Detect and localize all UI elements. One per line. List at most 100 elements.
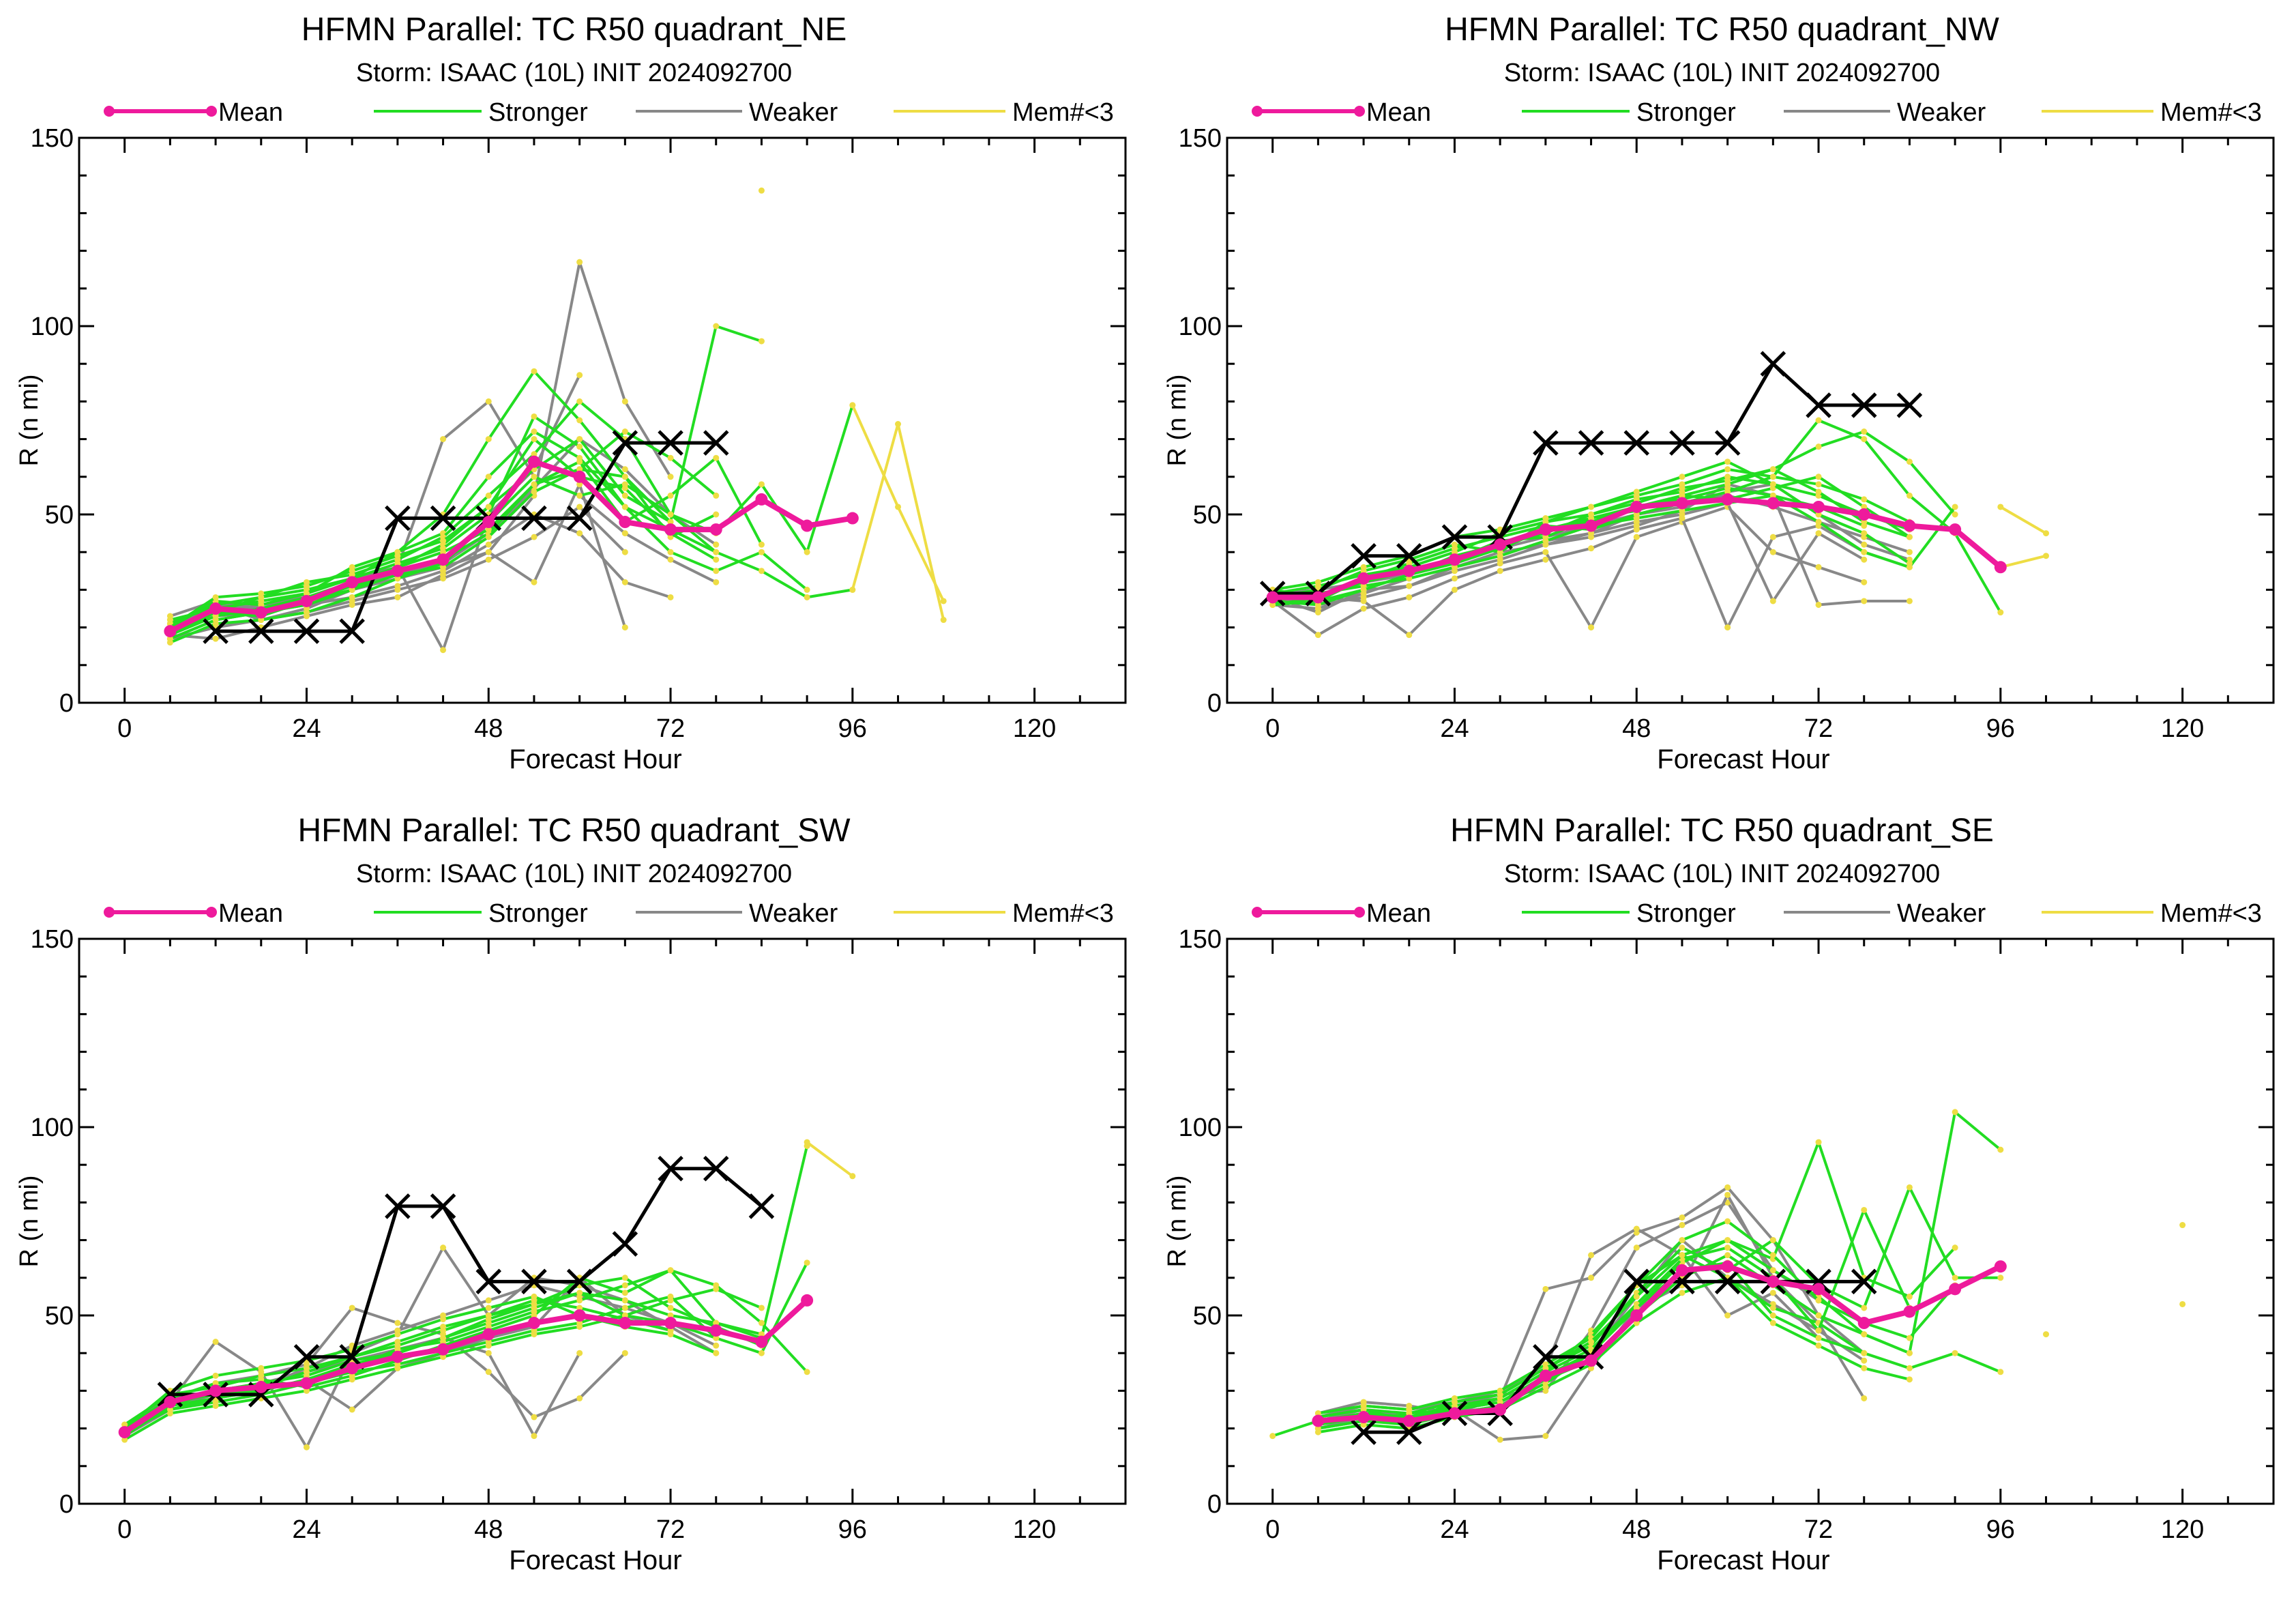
weaker-member-point bbox=[1769, 534, 1776, 540]
weaker-member-point bbox=[1861, 1357, 1868, 1364]
weaker-member-point bbox=[440, 1244, 447, 1251]
weaker-member-point bbox=[713, 1342, 720, 1349]
mean-point bbox=[755, 493, 768, 506]
stronger-member-point bbox=[1769, 474, 1776, 480]
stronger-member-point bbox=[667, 519, 674, 525]
few-member-point bbox=[2179, 1222, 2186, 1229]
stronger-member-point bbox=[166, 617, 173, 624]
stronger-member-point bbox=[1679, 507, 1686, 514]
stronger-member-point bbox=[621, 1297, 628, 1304]
stronger-member-point bbox=[1769, 1320, 1776, 1326]
few-member-line bbox=[2000, 554, 2046, 569]
mean-point bbox=[1312, 1414, 1325, 1427]
weaker-member-line bbox=[170, 437, 717, 622]
plot-area bbox=[164, 187, 947, 654]
best-track-marker bbox=[1623, 430, 1650, 456]
weaker-member-line bbox=[1272, 501, 1865, 610]
y-axis-label: R (n mi) bbox=[1163, 374, 1192, 466]
chart-title: HFMN Parallel: TC R50 quadrant_SE bbox=[1450, 813, 1994, 849]
weaker-member-point bbox=[485, 556, 492, 563]
few-member-point bbox=[2179, 1300, 2186, 1307]
plot-frame bbox=[78, 937, 1127, 1505]
weaker-member-point bbox=[1815, 564, 1822, 570]
weaker-member-point bbox=[1769, 1290, 1776, 1296]
weaker-member-point bbox=[621, 579, 628, 585]
mean-point bbox=[801, 1294, 814, 1307]
y-axis-label: R (n mi) bbox=[15, 1175, 44, 1267]
x-tick-label: 96 bbox=[1986, 1515, 2015, 1544]
stronger-member-point bbox=[667, 1327, 674, 1334]
mean-point bbox=[1721, 1260, 1734, 1273]
stronger-member-point bbox=[713, 492, 720, 499]
x-tick-label: 48 bbox=[474, 714, 503, 743]
legend-label: Weaker bbox=[749, 98, 838, 127]
y-axis-label: R (n mi) bbox=[1163, 1175, 1192, 1267]
legend-label: Mem#<3 bbox=[1012, 899, 1114, 928]
mean-line bbox=[168, 458, 853, 634]
x-tick-label: 24 bbox=[1440, 714, 1469, 743]
stronger-member-point bbox=[1952, 1244, 1958, 1251]
mean-point bbox=[254, 606, 267, 619]
stronger-member-point bbox=[804, 594, 810, 600]
stronger-member-point bbox=[758, 1350, 765, 1356]
stronger-member-point bbox=[576, 466, 583, 473]
x-tick-label: 120 bbox=[1013, 1515, 1056, 1544]
mean-point bbox=[1539, 1369, 1552, 1382]
weaker-member-point bbox=[1406, 594, 1413, 600]
y-tick-label: 150 bbox=[31, 124, 74, 153]
stronger-member-point bbox=[667, 1305, 674, 1311]
mean-point bbox=[619, 1317, 632, 1330]
weaker-member-point bbox=[1451, 575, 1458, 582]
legend-label: Weaker bbox=[749, 899, 838, 928]
weaker-member-point bbox=[1588, 624, 1595, 631]
stronger-member-point bbox=[667, 1297, 674, 1304]
chart-subtitle: Storm: ISAAC (10L) INIT 2024092700 bbox=[355, 59, 793, 87]
stronger-member-point bbox=[485, 436, 492, 443]
best-track-marker bbox=[339, 618, 365, 644]
stronger-member-point bbox=[576, 443, 583, 450]
stronger-member-point bbox=[1997, 1146, 2004, 1153]
weaker-member-point bbox=[1497, 1436, 1503, 1443]
weaker-member-point bbox=[576, 481, 583, 488]
x-tick-label: 0 bbox=[1265, 1515, 1280, 1544]
weaker-member-point bbox=[1861, 579, 1868, 585]
weaker-member-point bbox=[531, 579, 538, 585]
weaker-member-point bbox=[621, 398, 628, 405]
chart-title: HFMN Parallel: TC R50 quadrant_NE bbox=[301, 12, 847, 48]
stronger-member-point bbox=[1861, 496, 1868, 503]
x-tick-label: 72 bbox=[656, 1515, 685, 1544]
x-tick-label: 72 bbox=[656, 714, 685, 743]
mean-point bbox=[164, 625, 177, 638]
stronger-member-point bbox=[1861, 1350, 1868, 1356]
stronger-member-point bbox=[1861, 530, 1868, 537]
stronger-member-point bbox=[804, 549, 810, 555]
stronger-member-point bbox=[394, 553, 401, 559]
y-tick-label: 100 bbox=[31, 1113, 74, 1142]
y-tick-label: 150 bbox=[1179, 925, 1222, 954]
stronger-member-point bbox=[1679, 1252, 1686, 1259]
weaker-member-line bbox=[169, 261, 672, 629]
weaker-member-line bbox=[1317, 1193, 1866, 1442]
stronger-member-point bbox=[1906, 492, 1913, 499]
stronger-member-point bbox=[1724, 1252, 1731, 1259]
stronger-member-point bbox=[667, 511, 674, 518]
weaker-member-point bbox=[621, 530, 628, 537]
stronger-member-point bbox=[1724, 1218, 1731, 1225]
few-member-line bbox=[1999, 506, 2047, 535]
mean-point bbox=[709, 523, 722, 536]
mean-point bbox=[1857, 508, 1870, 521]
stronger-member-point bbox=[1542, 538, 1549, 544]
stronger-member-point bbox=[576, 398, 583, 405]
stronger-member-point bbox=[713, 323, 720, 330]
legend-label: Mem#<3 bbox=[2160, 899, 2262, 928]
mean-point bbox=[1994, 561, 2007, 574]
stronger-member-point bbox=[1497, 1399, 1503, 1406]
weaker-member-point bbox=[440, 575, 447, 582]
legend-label: Stronger bbox=[488, 899, 588, 928]
stronger-member-point bbox=[758, 1320, 765, 1326]
best-track-marker bbox=[1806, 392, 1831, 418]
stronger-member-point bbox=[531, 1308, 538, 1315]
stronger-member-point bbox=[1815, 474, 1822, 480]
mean-point bbox=[1494, 1403, 1507, 1416]
stronger-member-point bbox=[667, 1312, 674, 1319]
